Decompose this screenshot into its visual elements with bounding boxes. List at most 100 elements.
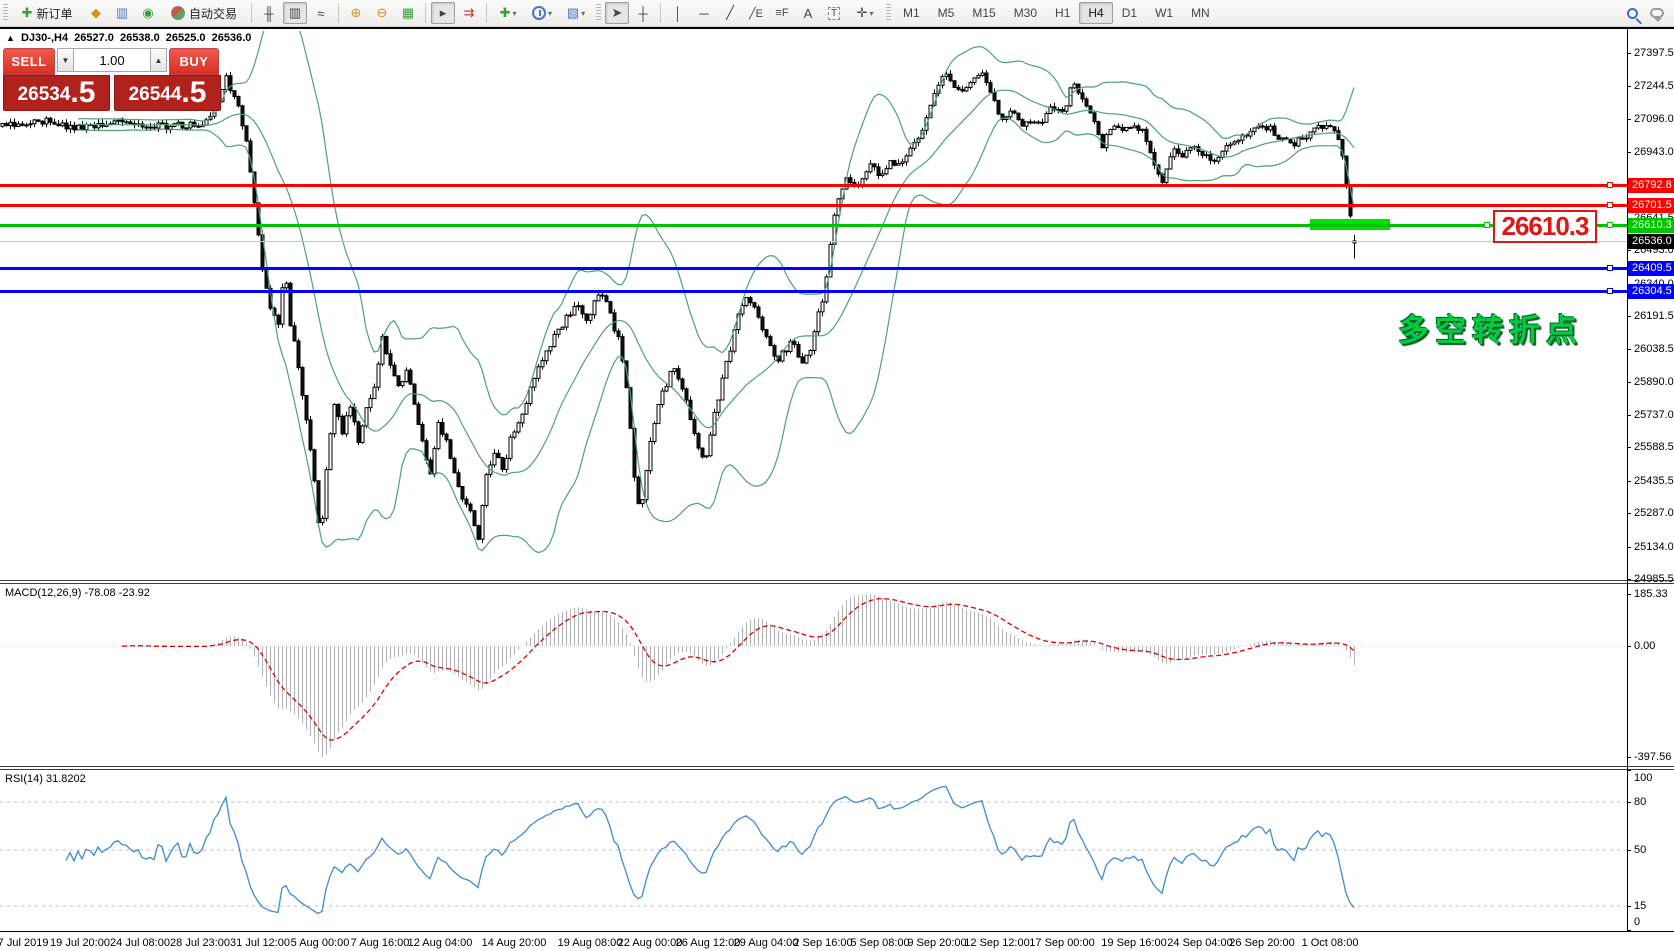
auto-scroll-icon: ▸ — [439, 5, 447, 20]
volume-input[interactable]: 1.00 — [74, 48, 150, 72]
webphone-button[interactable]: ◉ — [136, 2, 160, 24]
price-callout-box[interactable]: 26610.3 — [1493, 210, 1597, 243]
bar-chart-button[interactable]: ╫ — [257, 2, 281, 24]
periods-button[interactable]: ▾ — [526, 2, 558, 24]
axis-tick — [1627, 53, 1631, 54]
zoom-in-button[interactable]: ⊕ — [344, 2, 368, 24]
timeframe-m15[interactable]: M15 — [972, 6, 996, 20]
line-handle[interactable] — [1607, 182, 1613, 188]
axis-tick — [1627, 481, 1631, 482]
autotrade-button[interactable]: 自动交易 — [162, 2, 246, 24]
horizontal-level-line[interactable] — [0, 184, 1627, 187]
crosshair-button[interactable]: ┼ — [631, 2, 655, 24]
profiles-button[interactable]: ▥ — [110, 2, 134, 24]
tile-windows-button[interactable]: ▦ — [396, 2, 420, 24]
chart-title: ▲ DJ30-,H4 26527.0 26538.0 26525.0 26536… — [6, 32, 254, 44]
chart-shift-button[interactable]: ⇉ — [457, 2, 481, 24]
candlestick-button[interactable]: ▥ — [283, 2, 307, 24]
zoom-out-button[interactable]: ⊖ — [370, 2, 394, 24]
horizontal-line-icon: ─ — [699, 5, 709, 21]
time-axis-label: 12 Sep 12:00 — [964, 937, 1030, 949]
vertical-line-button[interactable]: │ — [666, 2, 690, 24]
fibonacci-icon: ≡F — [775, 7, 789, 19]
fibonacci-button[interactable]: ≡F — [770, 2, 794, 24]
horizontal-level-line[interactable] — [0, 204, 1627, 207]
axis-tick — [1627, 906, 1631, 907]
pane-splitter[interactable] — [0, 766, 1674, 770]
sell-price[interactable]: 26534.5 — [3, 75, 110, 111]
templates-button[interactable]: ▧ ▾ — [560, 2, 592, 24]
toolbar-gripper[interactable] — [596, 4, 601, 22]
line-chart-button[interactable]: ≈ — [309, 2, 333, 24]
auto-scroll-button[interactable]: ▸ — [431, 2, 455, 24]
macd-pane[interactable] — [0, 584, 1627, 766]
channel-button[interactable]: ╱E — [744, 2, 768, 24]
line-handle[interactable] — [1607, 288, 1613, 294]
symbol-caret-icon[interactable]: ▲ — [6, 33, 15, 43]
trendline-button[interactable]: ╱ — [718, 2, 742, 24]
buy-button[interactable]: BUY — [169, 48, 219, 75]
rsi-axis-label: 100 — [1634, 772, 1653, 784]
candlestick-icon: ▥ — [288, 5, 302, 20]
line-handle[interactable] — [1484, 222, 1490, 228]
turning-point-text[interactable]: 多空转折点 — [1398, 313, 1583, 348]
template-icon: ▧ — [566, 5, 580, 20]
sell-button[interactable]: SELL — [3, 48, 55, 75]
text-button[interactable]: A — [796, 2, 820, 24]
horizontal-level-line[interactable] — [0, 224, 1627, 227]
chat-icon[interactable] — [1650, 8, 1664, 22]
volume-stepper: ▼ 1.00 ▲ — [57, 48, 167, 72]
timeframe-h1[interactable]: H1 — [1055, 6, 1071, 20]
timeframe-d1[interactable]: D1 — [1121, 6, 1138, 20]
axis-tick — [1627, 119, 1631, 120]
horizontal-level-line[interactable] — [0, 267, 1627, 270]
axis-tick-label: 25134.0 — [1634, 541, 1674, 553]
volume-decrease-button[interactable]: ▼ — [57, 48, 74, 72]
volume-increase-button[interactable]: ▲ — [150, 48, 167, 72]
line-handle[interactable] — [1607, 202, 1613, 208]
time-axis-label: 2 Sep 16:00 — [793, 937, 853, 949]
horizontal-level-line[interactable] — [0, 290, 1627, 293]
new-order-label: 新订单 — [36, 6, 73, 21]
timeframe-m1[interactable]: M1 — [903, 6, 920, 20]
rsi-pane[interactable] — [0, 770, 1627, 931]
price-axis-border — [1627, 29, 1628, 931]
new-order-button[interactable]: ✚ 新订单 — [12, 2, 82, 24]
axis-tick-label: 27244.5 — [1634, 80, 1674, 92]
vertical-line-icon: │ — [673, 5, 683, 21]
level-price-label: 26792.8 — [1628, 178, 1674, 193]
time-axis-label: 5 Sep 08:00 — [850, 937, 910, 949]
arrows-button[interactable]: ✛ ▾ — [848, 2, 882, 24]
timeframe-h4[interactable]: H4 — [1079, 2, 1113, 24]
rsi-axis-label: 0 — [1634, 916, 1641, 928]
cursor-button[interactable]: ➤ — [605, 2, 629, 24]
toolbar-gripper[interactable] — [3, 4, 8, 22]
indicators-button[interactable]: ✚ ▾ — [492, 2, 524, 24]
new-order-icon: ✚ — [21, 5, 33, 20]
timeframe-m5[interactable]: M5 — [937, 6, 955, 20]
chart-window[interactable]: ▲ DJ30-,H4 26527.0 26538.0 26525.0 26536… — [0, 27, 1674, 951]
line-handle[interactable] — [1607, 265, 1613, 271]
timeframe-mn[interactable]: MN — [1191, 6, 1210, 20]
axis-tick — [1627, 513, 1631, 514]
text-label-button[interactable]: T — [822, 2, 846, 24]
pane-splitter[interactable] — [0, 580, 1674, 584]
timeframe-w1[interactable]: W1 — [1155, 6, 1174, 20]
ohlc-open: 26527.0 — [74, 32, 114, 44]
timeframe-m30[interactable]: M30 — [1013, 6, 1038, 20]
search-icon[interactable] — [1627, 7, 1638, 19]
main-price-pane[interactable] — [0, 31, 1627, 580]
buy-price[interactable]: 26544.5 — [114, 75, 221, 111]
horizontal-line-button[interactable]: ─ — [692, 2, 716, 24]
sell-price-int: 26534 — [17, 84, 71, 105]
axis-tick-label: 24985.5 — [1634, 573, 1674, 585]
new-chart-button[interactable]: ◆ — [84, 2, 108, 24]
toolbar: ✚ 新订单 ◆ ▥ ◉ 自动交易 ╫ ▥ ≈ ⊕ ⊖ ▦ ▸ ⇉ ✚ ▾ ▾ ▧ ▾… — [0, 0, 1674, 27]
toolbar-gripper[interactable] — [886, 4, 891, 22]
axis-tick-label: 26191.5 — [1634, 310, 1674, 322]
ohlc-high: 26538.0 — [119, 32, 160, 44]
line-handle[interactable] — [1607, 222, 1613, 228]
time-axis-label: 31 Jul 12:00 — [230, 937, 290, 949]
